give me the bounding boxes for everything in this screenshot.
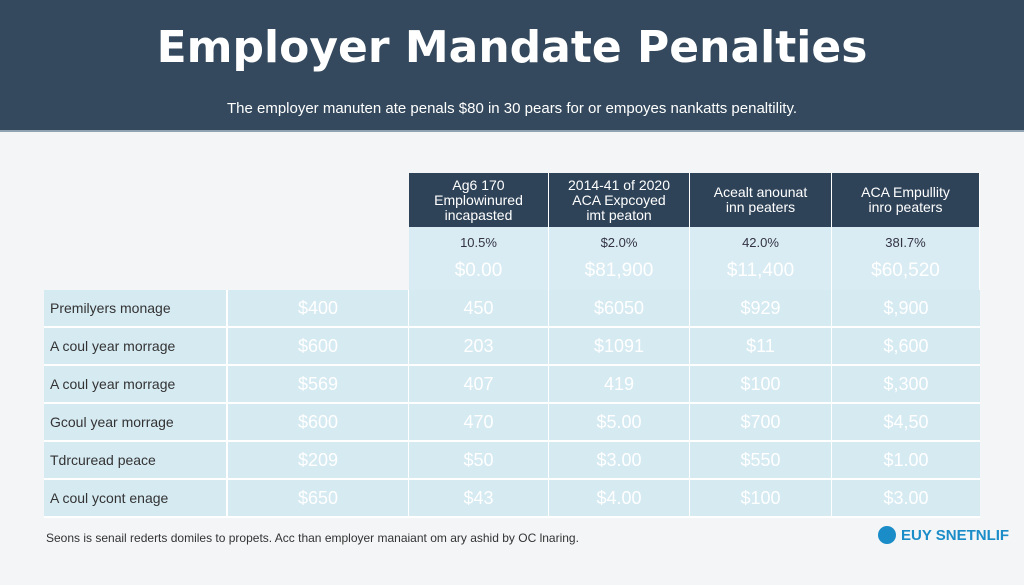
- row-label: A coul year morrage: [44, 366, 228, 402]
- row-label: A coul year morrage: [44, 328, 228, 364]
- table-cell: $6050: [549, 290, 690, 326]
- table-cell: $569: [228, 366, 409, 402]
- table-row: Premilyers monage $400 450 $6050 $929 $,900: [44, 290, 980, 328]
- table-cell: $3.00: [883, 487, 929, 508]
- table-cell: $3.00: [549, 442, 690, 478]
- table-cell: $,600: [883, 335, 929, 356]
- table-cell: 470: [409, 404, 549, 440]
- page-subtitle: The employer manuten ate penals $80 in 3…: [226, 100, 798, 117]
- column-header-line: incapasted: [444, 206, 513, 223]
- table-cell: $550: [690, 442, 832, 478]
- table-row: Tdrcuread peace $209 $50 $3.00 $550 $1.00: [44, 442, 980, 480]
- row-label: A coul ycont enage: [44, 480, 228, 516]
- column-header: 2014-41 of 2020 ACA Expcoyed imt peaton: [549, 173, 690, 227]
- table-cell: $,300: [883, 373, 929, 394]
- column-header-line: Acealt anounat: [713, 184, 808, 200]
- table-cell: $11: [690, 328, 832, 364]
- column-summary: 42.0% $11,400: [690, 227, 832, 290]
- column-header: Ag6 170 Emplowinured incapasted: [409, 173, 549, 227]
- table-cell: $1.00: [883, 449, 929, 470]
- column-header-line: inn peaters: [725, 199, 796, 215]
- brand-logo: EUY SNETNLIF: [878, 526, 1009, 544]
- page-title: Employer Mandate Penalties: [156, 22, 868, 73]
- table-cell: $600: [228, 328, 409, 364]
- summary-amount: $81,900: [584, 260, 654, 281]
- column-header: ACA Empullity inro peaters: [832, 173, 980, 227]
- column-summary: $2.0% $81,900: [549, 227, 690, 290]
- table-row: A coul ycont enage $650 $43 $4.00 $100 $3.00: [44, 480, 980, 518]
- table-cell: $,900: [883, 297, 929, 318]
- summary-amount: $11,400: [726, 260, 795, 281]
- summary-amount: $0.00: [454, 260, 503, 281]
- table-cell: $600: [228, 404, 409, 440]
- summary-percent: $2.0%: [600, 235, 638, 250]
- table-cell: $4.00: [549, 480, 690, 516]
- column-header-line: Ag6 170: [452, 176, 505, 193]
- table-cell: 419: [549, 366, 690, 402]
- table-cell: $209: [228, 442, 409, 478]
- table-cell: $929: [690, 290, 832, 326]
- footer-note: Seons is senail rederts domiles to prope…: [46, 531, 579, 545]
- column-header-line: inro peaters: [868, 199, 943, 215]
- column-header: Acealt anounat inn peaters: [690, 173, 832, 227]
- column-summary: 38I.7% $60,520: [832, 227, 980, 290]
- row-label: Premilyers monage: [44, 290, 228, 326]
- table-cell: 407: [409, 366, 549, 402]
- table-cell: $100: [690, 366, 832, 402]
- table-cell: 203: [409, 328, 549, 364]
- table-row: A coul year morrage $569 407 419 $100 $,300: [44, 366, 980, 404]
- summary-percent: 42.0%: [742, 235, 779, 250]
- column-header-line: ACA Empullity: [861, 184, 950, 200]
- table-cell: $4,50: [883, 411, 929, 432]
- summary-percent: 38I.7%: [885, 235, 926, 250]
- row-label: Tdrcuread peace: [44, 442, 228, 478]
- summary-percent: 10.5%: [460, 235, 497, 250]
- table-cell: $700: [690, 404, 832, 440]
- column-header-line: ACA Expcoyed: [572, 191, 666, 208]
- table-cell: $400: [228, 290, 409, 326]
- table-row: A coul year morrage $600 203 $1091 $11 $,600: [44, 328, 980, 366]
- table-cell: $1091: [549, 328, 690, 364]
- table-cell: $50: [409, 442, 549, 478]
- table-cell: $5.00: [549, 404, 690, 440]
- header-banner: Employer Mandate Penalties The employer …: [0, 0, 1024, 132]
- table-cell: $43: [409, 480, 549, 516]
- row-label: Gcoul year morrage: [44, 404, 228, 440]
- logo-icon: [878, 526, 896, 544]
- logo-text: EUY SNETNLIF: [901, 526, 1010, 544]
- column-header-line: 2014-41 of 2020: [568, 176, 670, 193]
- column-summary: 10.5% $0.00: [409, 227, 549, 290]
- table-cell: 450: [409, 290, 549, 326]
- table-cell: $100: [690, 480, 832, 516]
- table-row: Gcoul year morrage $600 470 $5.00 $700 $4,50: [44, 404, 980, 442]
- table-cell: $650: [228, 480, 409, 516]
- column-header-line: Emplowinured: [434, 191, 523, 208]
- summary-amount: $60,520: [871, 260, 940, 281]
- column-header-line: imt peaton: [586, 206, 652, 223]
